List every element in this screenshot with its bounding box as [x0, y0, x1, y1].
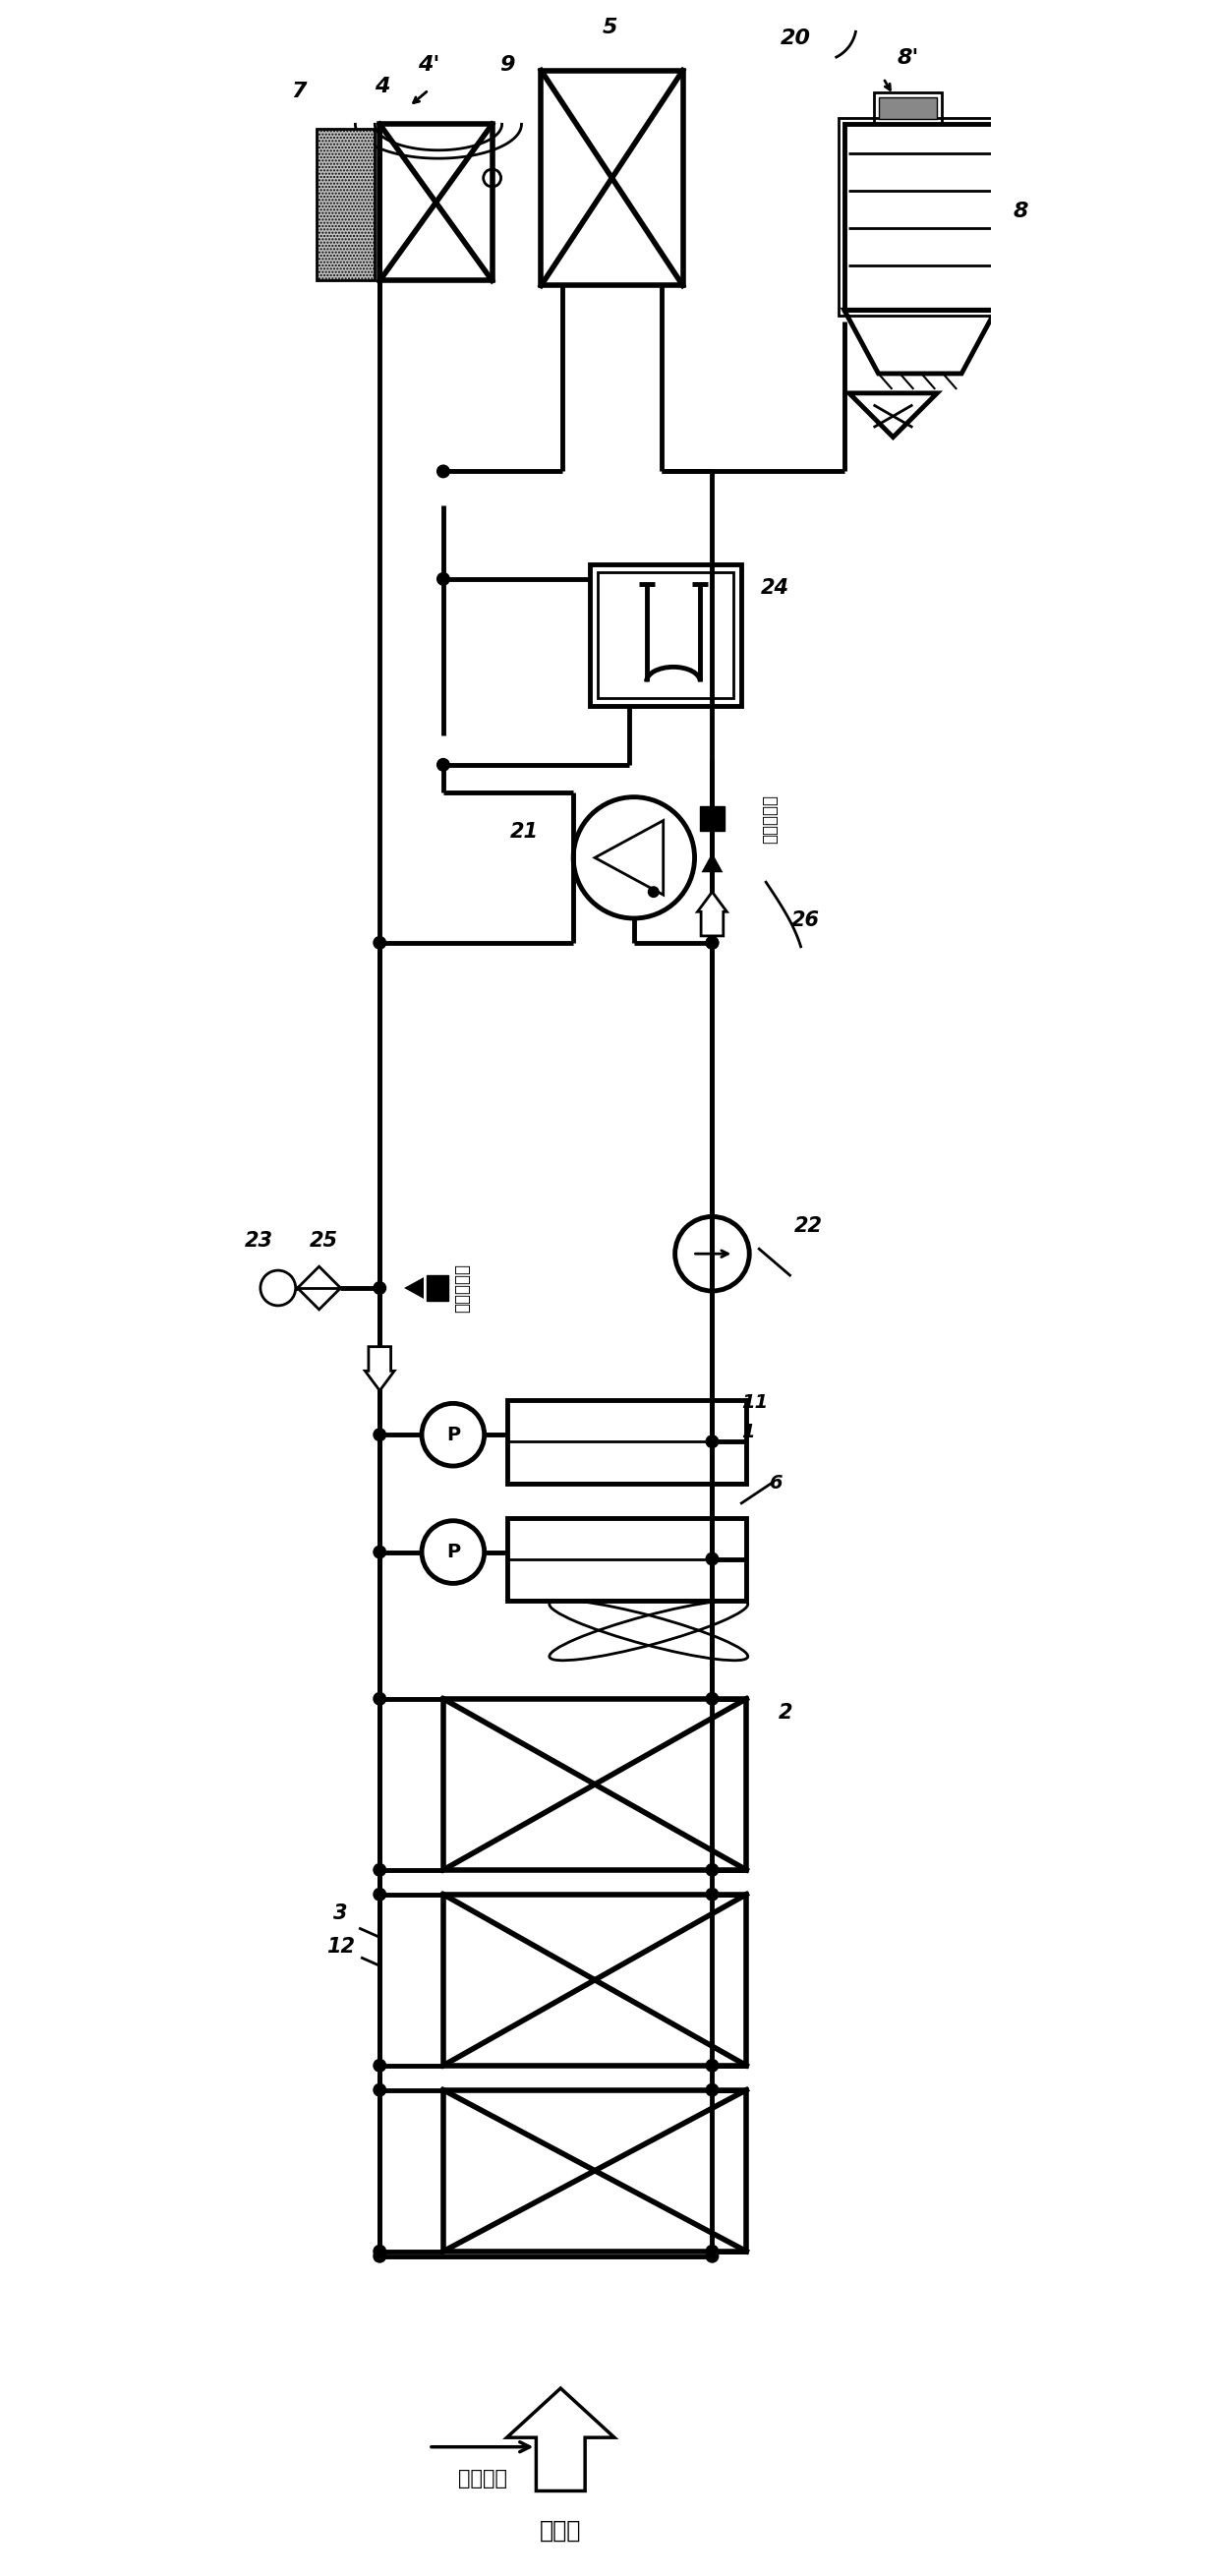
Text: 2: 2 [779, 1703, 792, 1723]
Bar [879, 98, 937, 118]
Circle shape [706, 2249, 719, 2264]
Circle shape [706, 1435, 719, 1448]
Circle shape [706, 2058, 719, 2071]
Text: P: P [446, 1543, 460, 1561]
Bar [316, 129, 374, 281]
Bar [700, 806, 725, 832]
Circle shape [373, 2084, 386, 2097]
Bar [379, 124, 492, 281]
Circle shape [373, 2244, 386, 2259]
Circle shape [436, 572, 450, 585]
Text: 1: 1 [741, 1422, 755, 1443]
Bar [507, 1517, 746, 1600]
Text: 12: 12 [327, 1937, 355, 1958]
Text: P: P [446, 1425, 460, 1445]
Circle shape [373, 2249, 386, 2264]
Text: 4: 4 [374, 77, 390, 98]
Circle shape [373, 2058, 386, 2071]
Text: 4': 4' [418, 54, 440, 75]
Bar [427, 1275, 449, 1301]
Text: 行驶风: 行驶风 [540, 2519, 581, 2543]
Circle shape [373, 1280, 386, 1296]
Text: 5: 5 [602, 18, 617, 36]
Circle shape [706, 1888, 719, 1901]
Polygon shape [405, 1278, 424, 1298]
Text: 23: 23 [244, 1231, 273, 1252]
Polygon shape [429, 1278, 449, 1298]
Circle shape [706, 935, 719, 951]
Bar [507, 1401, 746, 1484]
Bar [874, 93, 942, 124]
Circle shape [373, 1427, 386, 1443]
Text: 9: 9 [500, 54, 514, 75]
Bar [590, 564, 741, 706]
Polygon shape [364, 1347, 395, 1391]
Text: 26: 26 [791, 909, 819, 930]
Bar [845, 124, 996, 309]
Text: 8: 8 [1013, 201, 1028, 222]
Text: 6: 6 [769, 1473, 783, 1492]
Bar [597, 572, 734, 698]
Circle shape [436, 757, 450, 773]
Circle shape [373, 1862, 386, 1878]
Circle shape [373, 1546, 386, 1558]
Text: 24: 24 [761, 577, 790, 598]
Bar [839, 118, 1002, 317]
Text: 车辆前方: 车辆前方 [458, 2468, 507, 2488]
Bar [507, 1558, 746, 1600]
Bar [444, 1893, 746, 2066]
Circle shape [436, 464, 450, 479]
Circle shape [706, 1862, 719, 1878]
Bar [507, 1443, 746, 1484]
Circle shape [706, 2244, 719, 2259]
Circle shape [373, 1692, 386, 1705]
Circle shape [706, 935, 719, 951]
Text: 11: 11 [741, 1394, 768, 1412]
Circle shape [706, 1692, 719, 1705]
Bar [444, 2089, 746, 2251]
Polygon shape [697, 891, 727, 935]
Circle shape [373, 1888, 386, 1901]
Polygon shape [507, 2388, 614, 2491]
Text: 制热节流阀: 制热节流阀 [453, 1262, 471, 1314]
Text: 3: 3 [334, 1904, 347, 1922]
Circle shape [706, 2084, 719, 2097]
Text: 21: 21 [511, 822, 539, 842]
Polygon shape [701, 853, 723, 873]
Bar [541, 70, 683, 286]
Text: 制冷节流阀: 制冷节流阀 [761, 793, 779, 842]
Circle shape [706, 1553, 719, 1566]
Text: 25: 25 [310, 1231, 338, 1252]
Text: 20: 20 [780, 28, 811, 49]
Text: 8': 8' [897, 49, 919, 67]
Circle shape [647, 886, 659, 899]
Text: 7: 7 [291, 82, 306, 100]
Circle shape [373, 935, 386, 951]
Bar [444, 1698, 746, 1870]
Text: 22: 22 [794, 1216, 823, 1236]
Polygon shape [701, 804, 723, 824]
